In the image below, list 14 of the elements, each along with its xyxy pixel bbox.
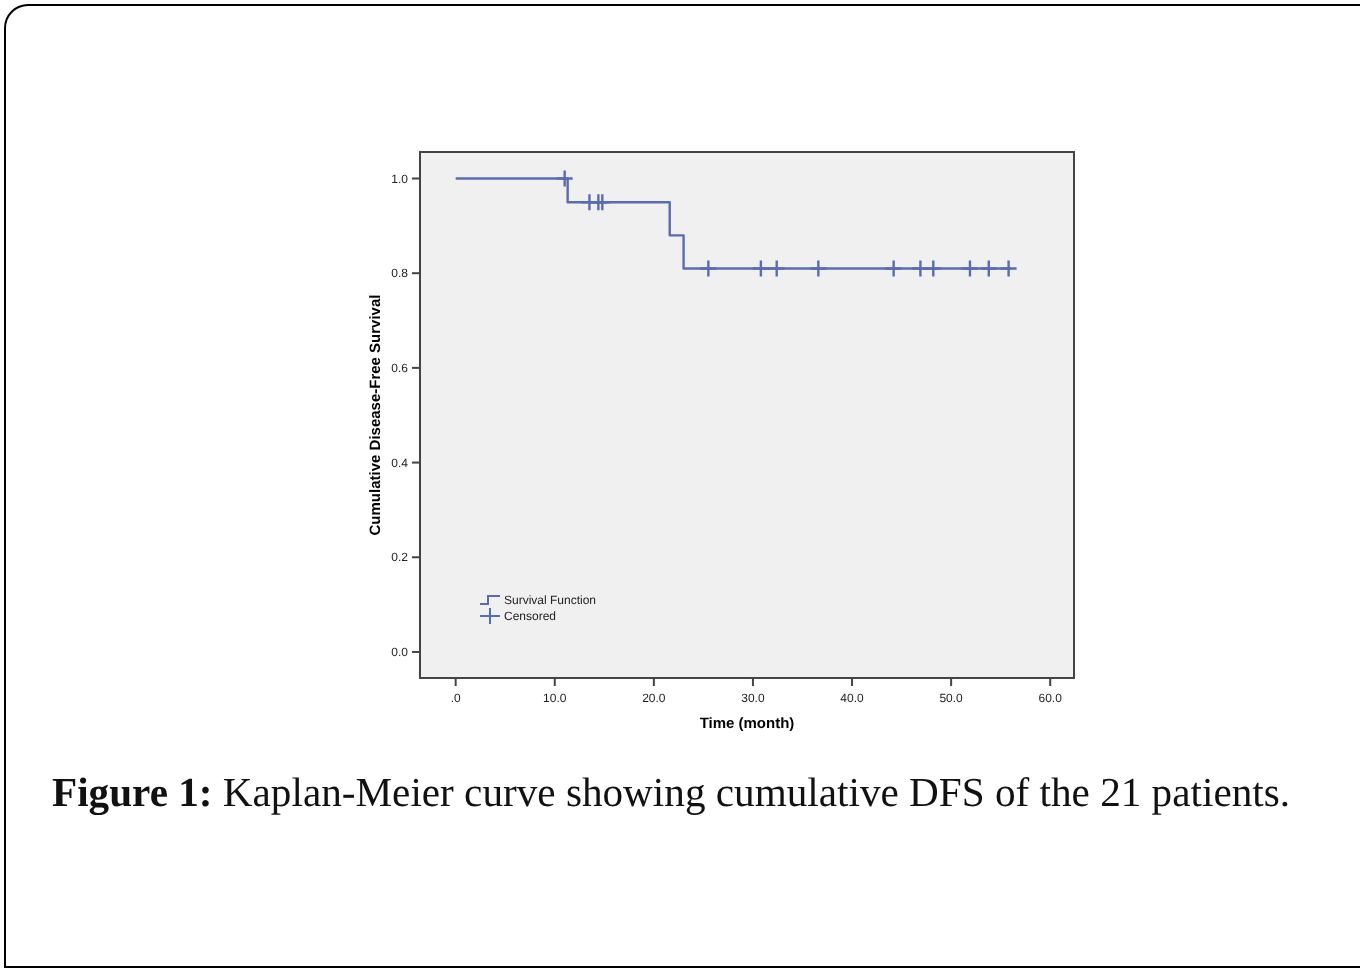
point: [999, 259, 1018, 278]
point: [555, 169, 574, 188]
point: [924, 259, 943, 278]
point: [911, 259, 930, 278]
caption: Figure 1: Kaplan-Meier curve showing cumulative DFS of the 21 patients.: [52, 770, 1293, 820]
point: [593, 192, 612, 212]
point: [767, 259, 786, 278]
point: [699, 259, 718, 278]
point: [979, 259, 998, 278]
point: [884, 259, 903, 278]
point: [960, 259, 980, 278]
point: [751, 259, 771, 278]
point: [589, 192, 608, 212]
point: [809, 259, 828, 278]
